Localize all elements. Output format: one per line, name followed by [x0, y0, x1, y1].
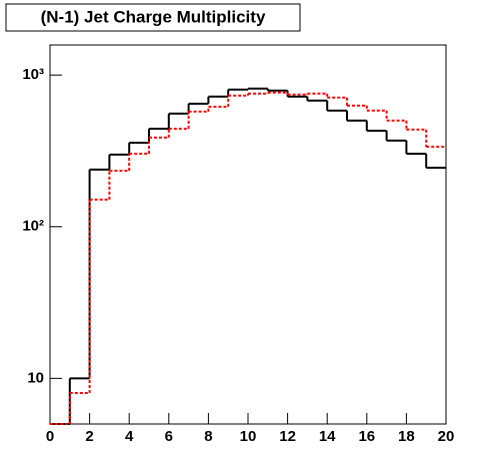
y-tick-label: 10² — [22, 218, 44, 235]
y-tick-label: 10³ — [22, 66, 44, 83]
x-tick-label: 18 — [398, 428, 415, 445]
x-tick-label: 6 — [165, 428, 173, 445]
title-box — [5, 3, 301, 32]
x-tick-label: 8 — [204, 428, 212, 445]
chart-title: (N-1) Jet Charge Multiplicity — [41, 7, 266, 26]
y-tick-label: 10 — [27, 369, 44, 386]
x-tick-label: 0 — [46, 428, 54, 445]
x-tick-label: 4 — [125, 428, 134, 445]
x-tick-label: 14 — [319, 428, 336, 445]
x-tick-label: 2 — [85, 428, 93, 445]
x-tick-label: 20 — [438, 428, 455, 445]
x-tick-label: 12 — [279, 428, 296, 445]
plot-frame — [49, 44, 447, 425]
x-tick-label: 16 — [358, 428, 375, 445]
x-tick-label: 10 — [240, 428, 257, 445]
